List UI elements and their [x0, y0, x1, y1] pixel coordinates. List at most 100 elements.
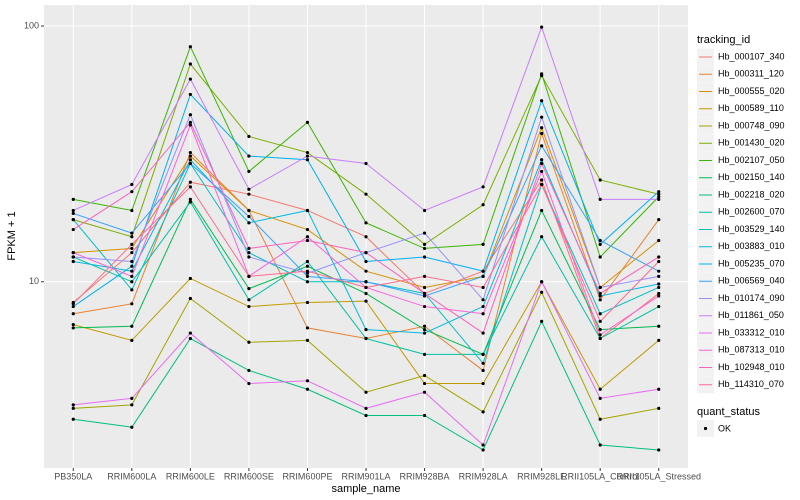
point — [657, 285, 661, 290]
point — [305, 120, 310, 124]
point — [305, 264, 310, 268]
point — [305, 379, 310, 383]
point — [481, 269, 485, 273]
point — [71, 251, 75, 255]
point — [422, 246, 427, 251]
point-legend-title: quant_status — [697, 406, 760, 418]
point-legend-label: OK — [718, 423, 731, 433]
legend-label: Hb_002150_140 — [718, 172, 785, 182]
legend-label: Hb_002218_020 — [718, 189, 785, 199]
legend-label: Hb_002107_050 — [718, 155, 785, 165]
point — [188, 185, 192, 189]
point — [71, 217, 75, 222]
point — [130, 242, 134, 246]
point — [540, 158, 544, 162]
point — [305, 238, 310, 243]
point — [540, 280, 544, 284]
point — [130, 235, 134, 239]
point — [657, 259, 661, 264]
point — [598, 417, 602, 421]
point — [598, 238, 602, 243]
x-tick-label: RRIM901LA — [341, 471, 390, 481]
point — [247, 187, 251, 191]
point — [657, 217, 661, 222]
point — [188, 92, 192, 97]
point — [481, 304, 485, 309]
legend-label: Hb_000589_110 — [718, 103, 784, 113]
point — [481, 443, 485, 447]
point — [422, 294, 427, 298]
point — [71, 211, 75, 216]
point — [422, 208, 427, 213]
point — [364, 390, 368, 394]
point — [364, 299, 368, 303]
x-tick-label: RRIM600SE — [224, 471, 274, 481]
point — [364, 192, 368, 196]
point — [247, 304, 251, 309]
point — [305, 338, 310, 342]
point — [130, 302, 134, 306]
point — [422, 381, 427, 386]
point — [130, 338, 134, 342]
point — [247, 134, 251, 139]
point — [71, 322, 75, 327]
point — [540, 208, 544, 213]
point — [130, 182, 134, 187]
point — [598, 387, 602, 391]
point — [130, 259, 134, 264]
legend-label: Hb_003529_140 — [718, 224, 785, 234]
point — [188, 154, 192, 158]
point — [305, 280, 310, 284]
x-axis-label: sample_name — [331, 483, 400, 495]
point — [481, 381, 485, 386]
point — [130, 425, 134, 429]
point — [71, 326, 75, 330]
point — [364, 251, 368, 255]
point — [247, 208, 251, 213]
point — [481, 185, 485, 189]
point — [247, 298, 251, 302]
point — [364, 221, 368, 225]
point — [247, 287, 251, 291]
point — [422, 242, 427, 246]
point — [422, 373, 427, 378]
point — [188, 150, 192, 155]
point — [71, 255, 75, 259]
point — [657, 294, 661, 298]
point — [422, 331, 427, 335]
x-tick-label: RRII105LA_Control — [561, 471, 639, 481]
point — [305, 269, 310, 273]
point — [540, 169, 544, 174]
legend-label: Hb_005235_070 — [718, 258, 785, 268]
point — [481, 242, 485, 246]
x-tick-label: RRIM600LE — [166, 471, 215, 481]
point — [305, 235, 310, 239]
point — [598, 285, 602, 290]
point — [540, 178, 544, 182]
point — [481, 285, 485, 290]
point — [422, 328, 427, 332]
point — [422, 324, 427, 328]
point — [422, 274, 427, 278]
point — [657, 269, 661, 273]
point — [364, 161, 368, 166]
point — [305, 227, 310, 232]
legend-label: Hb_002600_070 — [718, 207, 785, 217]
point — [130, 324, 134, 328]
point — [130, 280, 134, 284]
point — [364, 235, 368, 239]
point — [71, 208, 75, 213]
point — [130, 269, 134, 273]
point — [657, 274, 661, 278]
point — [598, 333, 602, 337]
point — [247, 274, 251, 278]
point — [657, 406, 661, 410]
point — [130, 274, 134, 278]
point — [247, 221, 251, 225]
point — [305, 259, 310, 264]
legend-label: Hb_006569_040 — [718, 276, 785, 286]
point — [540, 235, 544, 239]
point — [481, 331, 485, 335]
point — [305, 300, 310, 305]
x-tick-label: PB350LA — [54, 471, 92, 481]
